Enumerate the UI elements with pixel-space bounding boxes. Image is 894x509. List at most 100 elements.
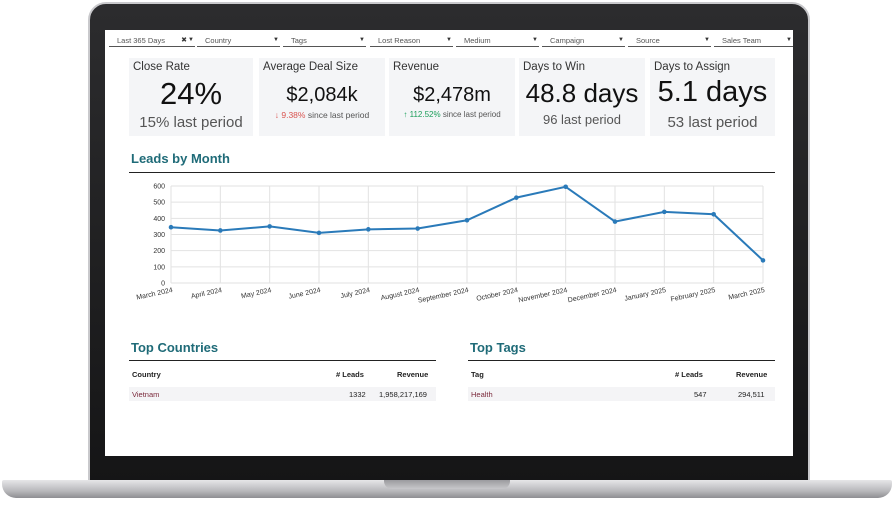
x-tick-label: May 2024 bbox=[241, 287, 273, 300]
kpi-title: Days to Assign bbox=[654, 61, 731, 73]
data-point bbox=[662, 209, 667, 215]
kpi-delta: ↓ 9.38% since last period bbox=[259, 110, 385, 120]
table-row: Health 547 294,511 bbox=[468, 387, 775, 401]
table-row: Vietnam 1332 1,958,217,169 bbox=[129, 387, 436, 401]
arrow-down-icon: ↓ bbox=[274, 110, 279, 120]
kpi-title: Close Rate bbox=[133, 61, 190, 73]
column-header-country: Country bbox=[132, 370, 161, 379]
kpi-value: 48.8 days bbox=[525, 78, 639, 108]
kpi-delta-value: 9.38% bbox=[281, 110, 306, 120]
kpi-previous: 96 last period bbox=[542, 112, 622, 127]
top-countries-title: Top Countries bbox=[131, 340, 219, 355]
chevron-down-icon: ▼ bbox=[704, 37, 710, 43]
x-tick-label: January 2025 bbox=[624, 287, 667, 303]
data-point bbox=[316, 230, 322, 236]
filter-medium[interactable]: Medium ▼ bbox=[456, 35, 539, 47]
x-tick-label: March 2025 bbox=[728, 287, 766, 302]
column-header-revenue: Revenue bbox=[736, 370, 768, 379]
y-tick-label: 200 bbox=[153, 248, 165, 255]
x-tick-label: September 2024 bbox=[417, 287, 469, 305]
dashboard-screen: Last 365 Days ✖ ▼ Country ▼ Tags ▼ Lost … bbox=[105, 30, 793, 456]
divider bbox=[468, 360, 775, 361]
filter-lost-reason[interactable]: Lost Reason ▼ bbox=[370, 35, 453, 47]
revenue-value: 1,958,217,169 bbox=[379, 390, 427, 399]
chevron-down-icon: ▼ bbox=[618, 37, 624, 43]
revenue-value: 294,511 bbox=[738, 390, 765, 399]
leads-count: 1332 bbox=[349, 390, 366, 399]
kpi-previous: 15% last period bbox=[139, 114, 243, 131]
divider bbox=[129, 172, 775, 173]
country-link[interactable]: Vietnam bbox=[132, 390, 160, 399]
y-tick-label: 400 bbox=[153, 216, 165, 223]
data-point bbox=[612, 219, 618, 224]
chevron-down-icon: ▼ bbox=[532, 37, 538, 43]
x-tick-label: December 2024 bbox=[567, 287, 617, 304]
top-tags-table: Tag # Leads Revenue Health 547 294,511 bbox=[468, 370, 775, 404]
kpi-days-to-assign: Days to Assign 5.1 days 53 last period bbox=[650, 58, 775, 136]
x-tick-label: March 2024 bbox=[136, 287, 174, 302]
data-point bbox=[267, 224, 272, 229]
kpi-value: $2,084k bbox=[286, 84, 358, 106]
kpi-title: Average Deal Size bbox=[263, 61, 359, 73]
filter-country[interactable]: Country ▼ bbox=[197, 35, 280, 47]
kpi-title: Revenue bbox=[393, 61, 440, 73]
x-tick-label: June 2024 bbox=[288, 287, 322, 301]
filter-lost-reason-label: Lost Reason bbox=[378, 36, 421, 45]
filter-tags-label: Tags bbox=[291, 36, 307, 45]
tag-link[interactable]: Health bbox=[471, 390, 493, 399]
kpi-delta-suffix: since last period bbox=[442, 110, 501, 119]
filter-campaign-label: Campaign bbox=[550, 36, 585, 45]
x-tick-label: August 2024 bbox=[380, 287, 420, 302]
x-tick-label: February 2025 bbox=[670, 287, 716, 303]
y-tick-label: 600 bbox=[153, 184, 165, 191]
laptop-notch bbox=[384, 480, 510, 489]
filter-source[interactable]: Source ▼ bbox=[628, 35, 711, 47]
data-point bbox=[760, 258, 766, 263]
data-point bbox=[168, 224, 174, 230]
kpi-value: $2,478m bbox=[413, 84, 491, 106]
filter-bar: Last 365 Days ✖ ▼ Country ▼ Tags ▼ Lost … bbox=[105, 32, 793, 48]
chevron-down-icon: ▼ bbox=[786, 37, 792, 43]
x-tick-label: October 2024 bbox=[476, 287, 519, 303]
filter-source-label: Source bbox=[636, 36, 660, 45]
data-point bbox=[366, 227, 371, 232]
clear-icon[interactable]: ✖ bbox=[181, 37, 187, 44]
kpi-previous: 53 last period bbox=[667, 114, 758, 131]
kpi-average-deal-size: Average Deal Size $2,084k ↓ 9.38% since … bbox=[259, 58, 385, 136]
kpi-value: 5.1 days bbox=[657, 76, 768, 108]
y-tick-label: 0 bbox=[161, 281, 165, 288]
column-header-revenue: Revenue bbox=[397, 370, 429, 379]
column-header-leads: # Leads bbox=[336, 370, 364, 379]
column-header-leads: # Leads bbox=[675, 370, 703, 379]
top-countries-table: Country # Leads Revenue Vietnam 1332 1,9… bbox=[129, 370, 436, 404]
leads-count: 547 bbox=[694, 390, 707, 399]
data-point bbox=[514, 195, 519, 200]
data-point bbox=[711, 211, 716, 217]
leads-by-month-title: Leads by Month bbox=[131, 151, 230, 166]
data-point bbox=[464, 217, 470, 223]
filter-tags[interactable]: Tags ▼ bbox=[283, 35, 366, 47]
data-point bbox=[563, 184, 568, 190]
data-point bbox=[218, 228, 223, 233]
filter-sales-team[interactable]: Sales Team ▼ bbox=[714, 35, 793, 47]
kpi-close-rate: Close Rate 24% 15% last period bbox=[129, 58, 253, 136]
laptop-base bbox=[2, 480, 892, 498]
x-tick-label: November 2024 bbox=[518, 287, 568, 304]
kpi-value: 24% bbox=[159, 76, 223, 111]
divider bbox=[129, 360, 436, 361]
chevron-down-icon: ▼ bbox=[273, 37, 279, 43]
top-tags-title: Top Tags bbox=[470, 340, 526, 355]
y-tick-label: 500 bbox=[153, 200, 165, 207]
data-point bbox=[415, 226, 420, 231]
leads-by-month-chart: 0 100 200 300 400 500 600 March 2024 April 2024 M… bbox=[136, 184, 766, 305]
kpi-revenue: Revenue $2,478m ↑ 112.52% since last per… bbox=[389, 58, 515, 136]
filter-date-range[interactable]: Last 365 Days ✖ ▼ bbox=[109, 35, 195, 47]
filter-campaign[interactable]: Campaign ▼ bbox=[542, 35, 625, 47]
y-tick-label: 300 bbox=[153, 232, 165, 239]
filter-medium-label: Medium bbox=[464, 36, 491, 45]
x-tick-label: July 2024 bbox=[340, 287, 371, 300]
chevron-down-icon: ▼ bbox=[188, 37, 194, 43]
y-tick-label: 100 bbox=[153, 264, 165, 271]
kpi-delta-suffix: since last period bbox=[307, 110, 370, 120]
filter-date-range-label: Last 365 Days bbox=[117, 36, 165, 45]
